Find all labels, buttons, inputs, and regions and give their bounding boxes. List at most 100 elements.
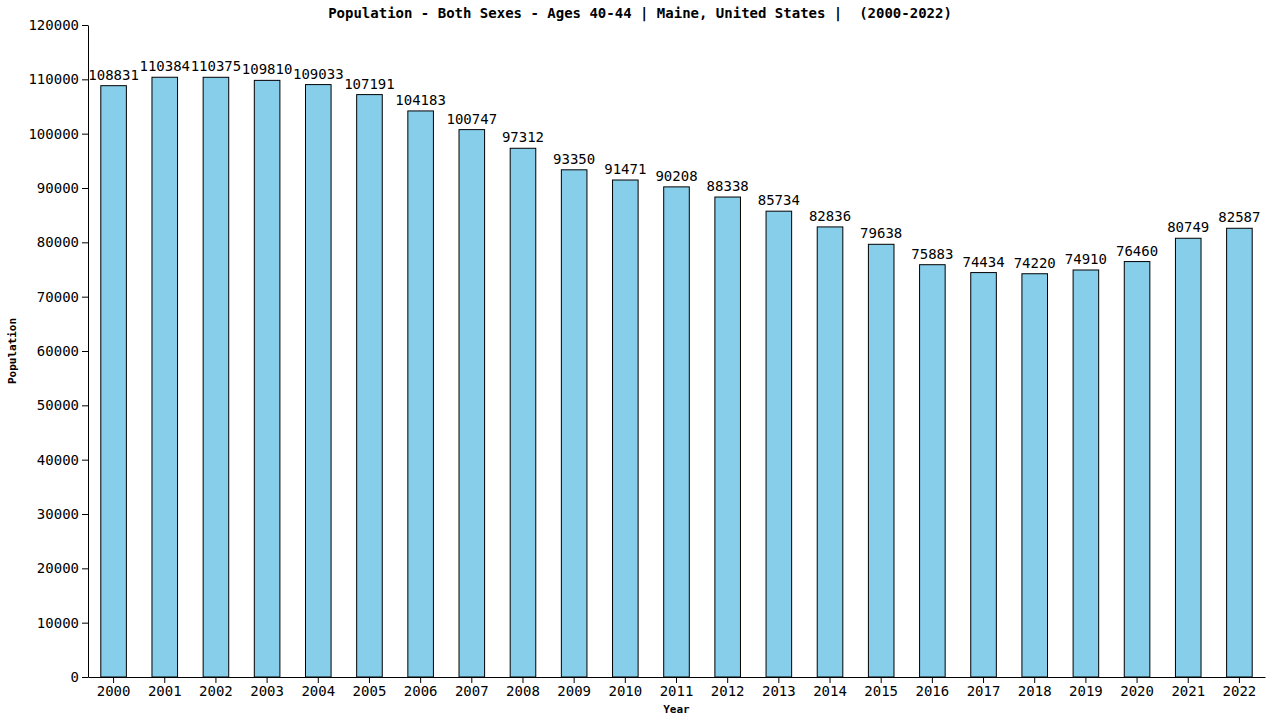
data-label: 76460 [1116, 243, 1158, 259]
data-label: 107191 [344, 76, 395, 92]
y-tick-mark [82, 188, 88, 189]
x-tick-label: 2006 [404, 683, 438, 699]
y-tick-mark [82, 568, 88, 569]
x-tick-label: 2018 [1018, 683, 1052, 699]
chart: 1088311103841103751098101090331071911041… [0, 0, 1280, 720]
bar [613, 180, 639, 677]
x-tick: 2006 [404, 677, 438, 699]
x-tick-label: 2009 [557, 683, 591, 699]
x-tick-label: 2004 [301, 683, 335, 699]
y-tick: 120000 [28, 17, 88, 33]
y-tick-mark [82, 623, 88, 624]
x-tick: 2012 [711, 677, 745, 699]
data-label: 74434 [962, 254, 1004, 270]
x-tick-label: 2008 [506, 683, 540, 699]
bar [152, 77, 178, 677]
data-label: 108831 [88, 67, 139, 83]
x-axis-title: Year [663, 703, 690, 716]
x-tick: 2010 [608, 677, 642, 699]
x-tick: 2011 [660, 677, 694, 699]
x-axis: 2000 2001 2002 2003 2004 2005 2006 2007 2008 2009… [89, 677, 1266, 699]
bar [766, 211, 792, 677]
data-label: 100747 [447, 111, 498, 127]
x-tick: 2014 [813, 677, 847, 699]
x-tick-label: 2012 [711, 683, 745, 699]
y-axis: 0100002000030000400005000060000700008000… [28, 17, 88, 685]
x-tick: 2020 [1120, 677, 1154, 699]
y-tick: 110000 [28, 71, 88, 87]
x-tick: 2008 [506, 677, 540, 699]
x-tick-label: 2015 [864, 683, 898, 699]
data-label: 75883 [911, 246, 953, 262]
y-tick-mark [82, 351, 88, 352]
bar [1227, 228, 1253, 677]
x-tick: 2002 [199, 677, 233, 699]
x-tick-label: 2019 [1069, 683, 1103, 699]
bar [305, 85, 331, 677]
x-tick-label: 2013 [762, 683, 796, 699]
x-tick-label: 2005 [353, 683, 387, 699]
y-tick-mark [82, 134, 88, 135]
x-tick: 2017 [967, 677, 1001, 699]
y-tick: 0 [71, 669, 88, 685]
x-tick-label: 2003 [250, 683, 284, 699]
bar [254, 80, 280, 677]
x-tick: 2021 [1171, 677, 1205, 699]
x-tick: 2016 [916, 677, 950, 699]
x-tick-label: 2007 [455, 683, 489, 699]
bars [101, 77, 1252, 677]
y-tick-mark [82, 25, 88, 26]
bar [101, 86, 127, 677]
y-tick-label: 80000 [37, 234, 79, 250]
data-label: 74220 [1014, 255, 1056, 271]
y-axis-title: Population [6, 318, 19, 384]
x-tick-label: 2016 [916, 683, 950, 699]
y-tick: 30000 [37, 506, 88, 522]
data-label: 88338 [707, 178, 749, 194]
y-tick-mark [82, 677, 88, 678]
y-tick-mark [82, 405, 88, 406]
bar [817, 227, 843, 677]
data-label: 110375 [191, 58, 242, 74]
y-tick-label: 30000 [37, 506, 79, 522]
y-tick-mark [82, 297, 88, 298]
x-tick: 2018 [1018, 677, 1052, 699]
y-tick: 10000 [37, 615, 88, 631]
bar [868, 244, 894, 677]
y-tick: 40000 [37, 452, 88, 468]
x-tick: 2013 [762, 677, 796, 699]
x-tick-label: 2010 [608, 683, 642, 699]
data-labels: 1088311103841103751098101090331071911041… [88, 58, 1260, 270]
y-tick-label: 40000 [37, 452, 79, 468]
x-tick: 2019 [1069, 677, 1103, 699]
y-tick: 100000 [28, 126, 88, 142]
bar [510, 148, 536, 677]
data-label: 80749 [1167, 219, 1209, 235]
data-label: 82836 [809, 208, 851, 224]
data-label: 90208 [655, 168, 697, 184]
x-tick-label: 2022 [1223, 683, 1257, 699]
bar [408, 111, 434, 677]
y-tick-mark [82, 460, 88, 461]
y-tick-label: 100000 [28, 126, 79, 142]
x-tick: 2007 [455, 677, 489, 699]
data-label: 85734 [758, 192, 800, 208]
data-label: 109033 [293, 66, 344, 82]
y-tick-label: 120000 [28, 17, 79, 33]
y-tick-mark [82, 79, 88, 80]
y-tick: 80000 [37, 234, 88, 250]
bar [971, 273, 997, 677]
x-tick-label: 2001 [148, 683, 182, 699]
y-tick: 20000 [37, 560, 88, 576]
x-tick: 2001 [148, 677, 182, 699]
y-tick-label: 60000 [37, 343, 79, 359]
x-tick-label: 2000 [97, 683, 131, 699]
bar [459, 130, 485, 677]
y-tick: 70000 [37, 289, 88, 305]
data-label: 79638 [860, 225, 902, 241]
x-tick: 2000 [97, 677, 131, 699]
x-tick: 2004 [301, 677, 335, 699]
bar [561, 170, 587, 677]
bar [357, 95, 383, 677]
data-label: 91471 [604, 161, 646, 177]
